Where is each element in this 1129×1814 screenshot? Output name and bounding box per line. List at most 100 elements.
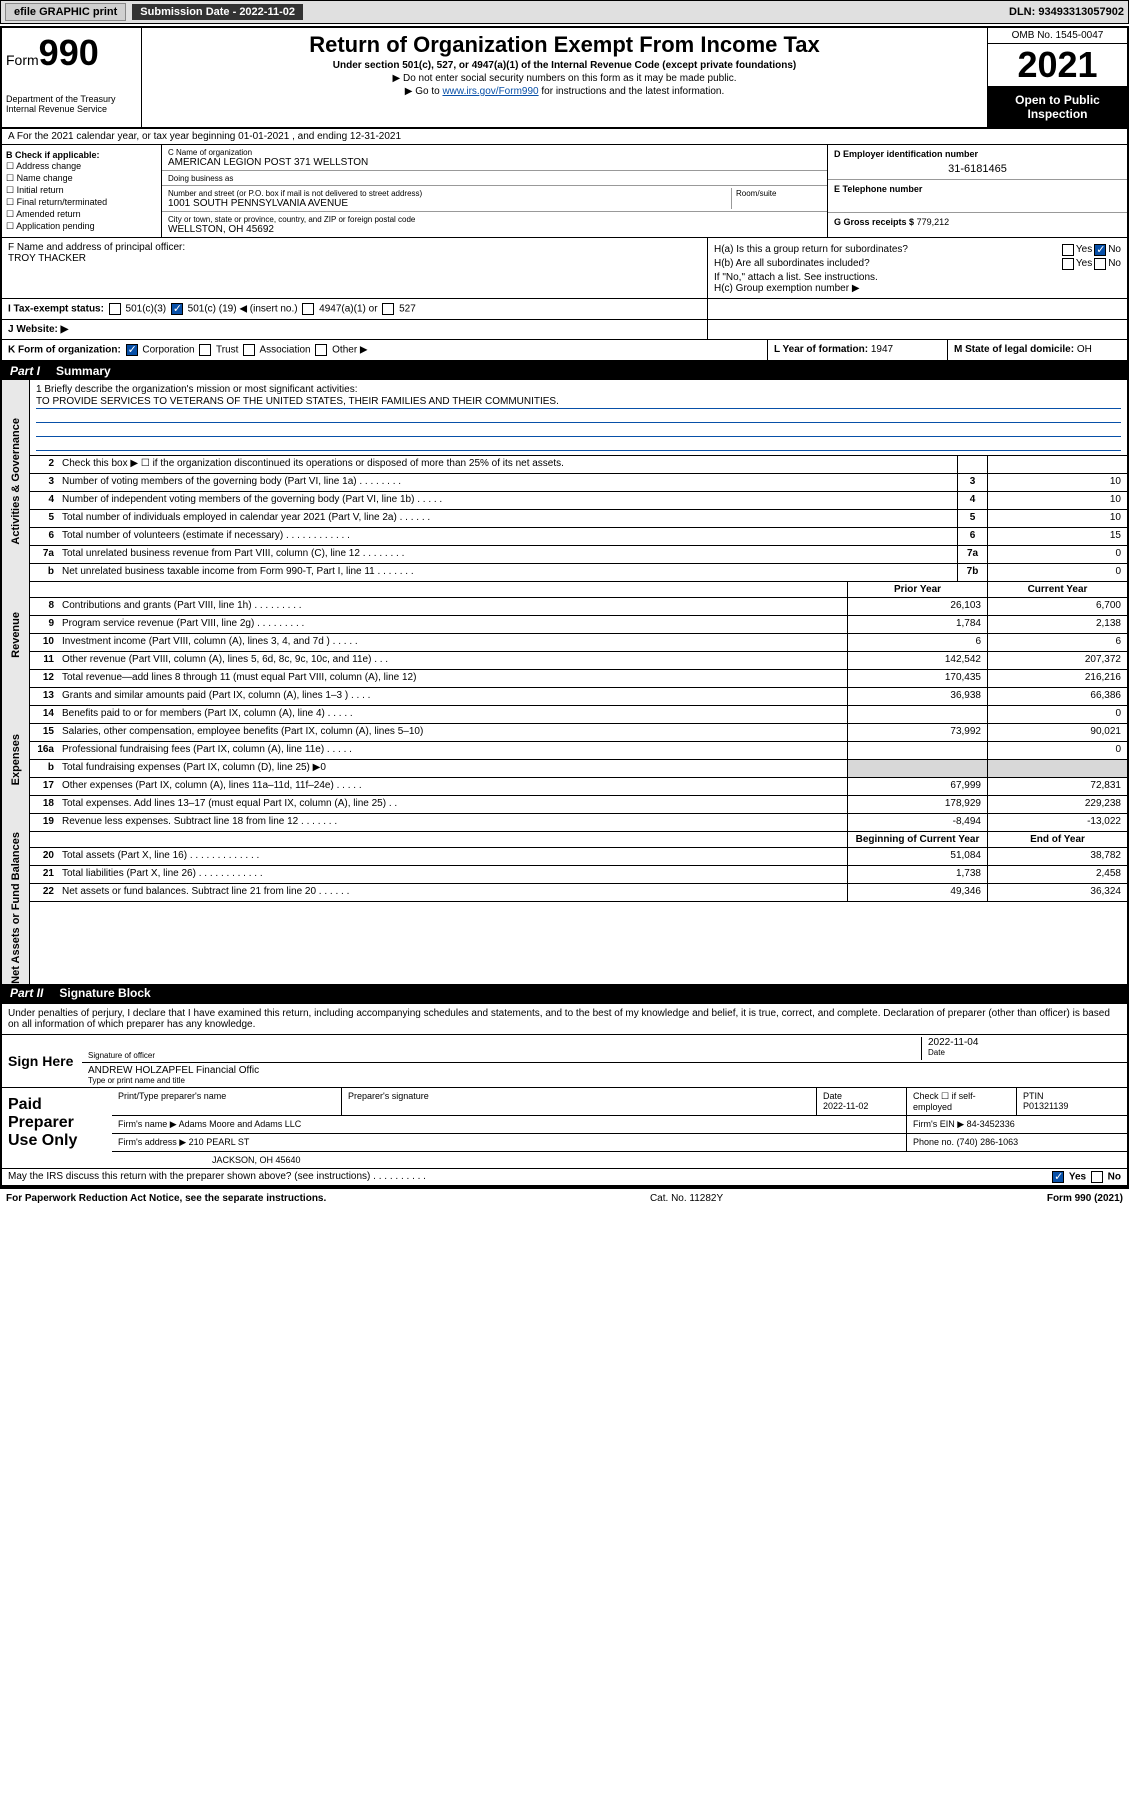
chk-address-change[interactable]: ☐ Address change xyxy=(6,161,157,172)
ha-no[interactable] xyxy=(1094,244,1106,256)
part-2-header: Part II Signature Block xyxy=(2,984,1127,1002)
table-row: 21Total liabilities (Part X, line 26) . … xyxy=(30,866,1127,884)
gross-value: 779,212 xyxy=(917,217,950,227)
header-left: Form990 Department of the Treasury Inter… xyxy=(2,28,142,127)
irs-label: Internal Revenue Service xyxy=(6,104,137,114)
chk-527[interactable] xyxy=(382,303,394,315)
table-row: 22Net assets or fund balances. Subtract … xyxy=(30,884,1127,902)
col-h-group: H(a) Is this a group return for subordin… xyxy=(707,238,1127,298)
website-label: J Website: ▶ xyxy=(8,324,68,335)
org-address: 1001 SOUTH PENNSYLVANIA AVENUE xyxy=(168,198,348,209)
table-row: bTotal fundraising expenses (Part IX, co… xyxy=(30,760,1127,778)
row-k: K Form of organization: Corporation Trus… xyxy=(2,340,1127,362)
chk-corp[interactable] xyxy=(126,344,138,356)
chk-501c3[interactable] xyxy=(109,303,121,315)
dba-label: Doing business as xyxy=(168,174,233,183)
col-b-checkboxes: B Check if applicable: ☐ Address change … xyxy=(2,145,162,237)
net-assets-section: Net Assets or Fund Balances Beginning of… xyxy=(2,832,1127,984)
expenses-section: Expenses 13Grants and similar amounts pa… xyxy=(2,688,1127,832)
tel-label: E Telephone number xyxy=(834,184,1121,194)
end-year-header: End of Year xyxy=(987,832,1127,847)
table-row: 2Check this box ▶ ☐ if the organization … xyxy=(30,456,1127,474)
mission-block: 1 Briefly describe the organization's mi… xyxy=(30,380,1127,456)
tax-status-label: I Tax-exempt status: xyxy=(8,304,104,315)
domicile-value: OH xyxy=(1077,344,1092,355)
table-row: 7aTotal unrelated business revenue from … xyxy=(30,546,1127,564)
chk-4947[interactable] xyxy=(302,303,314,315)
table-row: 19Revenue less expenses. Subtract line 1… xyxy=(30,814,1127,832)
paid-preparer-label: Paid Preparer Use Only xyxy=(2,1088,112,1168)
table-row: 17Other expenses (Part IX, column (A), l… xyxy=(30,778,1127,796)
side-tab-governance: Activities & Governance xyxy=(2,380,30,582)
chk-501c[interactable] xyxy=(171,303,183,315)
firm-addr1: 210 PEARL ST xyxy=(189,1137,250,1147)
chk-initial-return[interactable]: ☐ Initial return xyxy=(6,185,157,196)
table-row: 10Investment income (Part VIII, column (… xyxy=(30,634,1127,652)
submission-date: Submission Date - 2022-11-02 xyxy=(132,4,303,20)
prep-sig-hdr: Preparer's signature xyxy=(342,1088,817,1115)
chk-assoc[interactable] xyxy=(243,344,255,356)
table-row: 16aProfessional fundraising fees (Part I… xyxy=(30,742,1127,760)
self-employed-chk[interactable]: Check ☐ if self-employed xyxy=(907,1088,1017,1115)
paperwork-left: For Paperwork Reduction Act Notice, see … xyxy=(6,1193,326,1204)
current-year-header: Current Year xyxy=(987,582,1127,597)
table-row: 4Number of independent voting members of… xyxy=(30,492,1127,510)
hb-yes[interactable] xyxy=(1062,258,1074,270)
firm-phone: (740) 286-1063 xyxy=(957,1137,1019,1147)
year-formation-label: L Year of formation: xyxy=(774,344,868,355)
signature-block: Under penalties of perjury, I declare th… xyxy=(2,1002,1127,1187)
prep-date: 2022-11-02 xyxy=(823,1101,868,1111)
officer-name: TROY THACKER xyxy=(8,253,701,264)
side-tab-expenses: Expenses xyxy=(2,688,30,832)
revenue-section: Revenue Prior Year Current Year 8Contrib… xyxy=(2,582,1127,688)
chk-name-change[interactable]: ☐ Name change xyxy=(6,173,157,184)
domicile-label: M State of legal domicile: xyxy=(954,344,1074,355)
line-a: A For the 2021 calendar year, or tax yea… xyxy=(2,129,1127,145)
hb-no[interactable] xyxy=(1094,258,1106,270)
sig-date-label: Date xyxy=(928,1048,1121,1057)
gross-label: G Gross receipts $ xyxy=(834,217,914,227)
form-990: Form990 Department of the Treasury Inter… xyxy=(0,26,1129,1189)
header-middle: Return of Organization Exempt From Incom… xyxy=(142,28,987,127)
org-city: WELLSTON, OH 45692 xyxy=(168,224,274,235)
section-bcdeg: B Check if applicable: ☐ Address change … xyxy=(2,145,1127,238)
ha-question: H(a) Is this a group return for subordin… xyxy=(714,244,1060,256)
net-col-headers: Beginning of Current Year End of Year xyxy=(30,832,1127,848)
efile-button[interactable]: efile GRAPHIC print xyxy=(5,3,126,21)
firm-name: Adams Moore and Adams LLC xyxy=(179,1119,302,1129)
governance-section: Activities & Governance 1 Briefly descri… xyxy=(2,380,1127,582)
form-header: Form990 Department of the Treasury Inter… xyxy=(2,28,1127,129)
part-1-num: Part I xyxy=(10,364,40,378)
chk-other[interactable] xyxy=(315,344,327,356)
omb-number: OMB No. 1545-0047 xyxy=(988,28,1127,44)
form-org-label: K Form of organization: xyxy=(8,345,121,356)
header-right: OMB No. 1545-0047 2021 Open to Public In… xyxy=(987,28,1127,127)
chk-application-pending[interactable]: ☐ Application pending xyxy=(6,221,157,232)
chk-final-return[interactable]: ☐ Final return/terminated xyxy=(6,197,157,208)
table-row: 14Benefits paid to or for members (Part … xyxy=(30,706,1127,724)
form990-link[interactable]: www.irs.gov/Form990 xyxy=(442,86,538,97)
ssn-note: ▶ Do not enter social security numbers o… xyxy=(150,73,979,84)
ha-yes[interactable] xyxy=(1062,244,1074,256)
form-title: Return of Organization Exempt From Incom… xyxy=(150,32,979,58)
sig-date: 2022-11-04 xyxy=(928,1037,1121,1048)
chk-amended-return[interactable]: ☐ Amended return xyxy=(6,209,157,220)
city-label: City or town, state or province, country… xyxy=(168,215,415,224)
ein-label: D Employer identification number xyxy=(834,149,1121,159)
chk-trust[interactable] xyxy=(199,344,211,356)
table-row: 13Grants and similar amounts paid (Part … xyxy=(30,688,1127,706)
table-row: 12Total revenue—add lines 8 through 11 (… xyxy=(30,670,1127,688)
form-number: 990 xyxy=(39,32,99,73)
dept-treasury: Department of the Treasury xyxy=(6,94,137,104)
discuss-yes[interactable] xyxy=(1052,1171,1064,1183)
prior-year-header: Prior Year xyxy=(847,582,987,597)
cat-number: Cat. No. 11282Y xyxy=(326,1193,1047,1204)
open-public: Open to Public Inspection xyxy=(988,87,1127,127)
section-fh: F Name and address of principal officer:… xyxy=(2,238,1127,299)
table-row: 3Number of voting members of the governi… xyxy=(30,474,1127,492)
hb-question: H(b) Are all subordinates included? xyxy=(714,258,1060,270)
discuss-no[interactable] xyxy=(1091,1171,1103,1183)
row-j: J Website: ▶ xyxy=(2,320,1127,340)
top-toolbar: efile GRAPHIC print Submission Date - 20… xyxy=(0,0,1129,24)
firm-addr2: JACKSON, OH 45640 xyxy=(112,1152,1127,1168)
